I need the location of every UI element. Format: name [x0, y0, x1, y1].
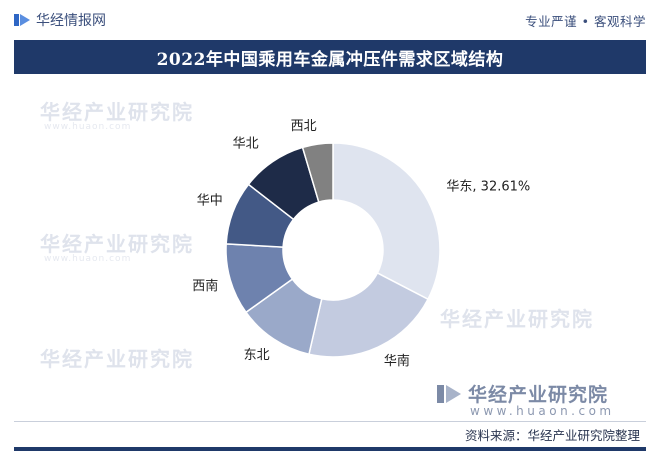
- bottom-strip: [14, 447, 646, 451]
- footer: 资料来源：华经产业研究院整理: [14, 421, 646, 447]
- chart-area: 华经产业研究院 华经产业研究院 华经产业研究院 华经产业研究院 www.huao…: [0, 78, 660, 418]
- chart-title: 2022年中国乘用车金属冲压件需求区域结构: [156, 49, 504, 70]
- title-bar: 2022年中国乘用车金属冲压件需求区域结构: [14, 40, 646, 74]
- donut-slice-1: [332, 142, 441, 301]
- brand-icon: [437, 384, 461, 403]
- logo[interactable]: 华经情报网: [14, 9, 106, 31]
- slice-label-6: 华北: [233, 137, 259, 152]
- header: 华经情报网 专业严谨 • 客观科学: [0, 0, 660, 38]
- brand-watermark: 华经产业研究院: [436, 380, 608, 407]
- watermark-url: www.huaon.com: [44, 254, 132, 264]
- brand-url: www.huaon.com: [470, 404, 615, 418]
- brand-name: 华经产业研究院: [468, 384, 609, 406]
- watermark-text: 华经产业研究院: [40, 100, 194, 124]
- donut-chart: 华东, 32.61% 华南 东北 西南 华中 华北 西北: [192, 119, 530, 369]
- slice-label-1: 华东, 32.61%: [446, 179, 530, 194]
- labels-group: 华东, 32.61% 华南 东北 西南 华中 华北 西北: [192, 119, 530, 369]
- watermark-text: 华经产业研究院: [440, 307, 594, 331]
- slice-label-3: 东北: [244, 348, 270, 363]
- tagline: 专业严谨 • 客观科学: [525, 14, 646, 29]
- slice-label-2: 华南: [384, 353, 410, 369]
- watermark-url: www.huaon.com: [44, 122, 132, 132]
- watermark-text: 华经产业研究院: [40, 232, 194, 256]
- slice-label-4: 西南: [192, 278, 218, 294]
- donut-slice-7: [301, 142, 334, 203]
- logo-text: 华经情报网: [36, 13, 106, 29]
- logo-icon: [14, 14, 30, 26]
- slice-label-5: 华中: [197, 193, 223, 208]
- slices-group: [225, 142, 441, 358]
- donut-slice-2: [308, 271, 430, 358]
- source-note: 资料来源：华经产业研究院整理: [464, 428, 640, 443]
- watermark-text: 华经产业研究院: [40, 347, 194, 371]
- slice-label-7: 西北: [291, 119, 317, 134]
